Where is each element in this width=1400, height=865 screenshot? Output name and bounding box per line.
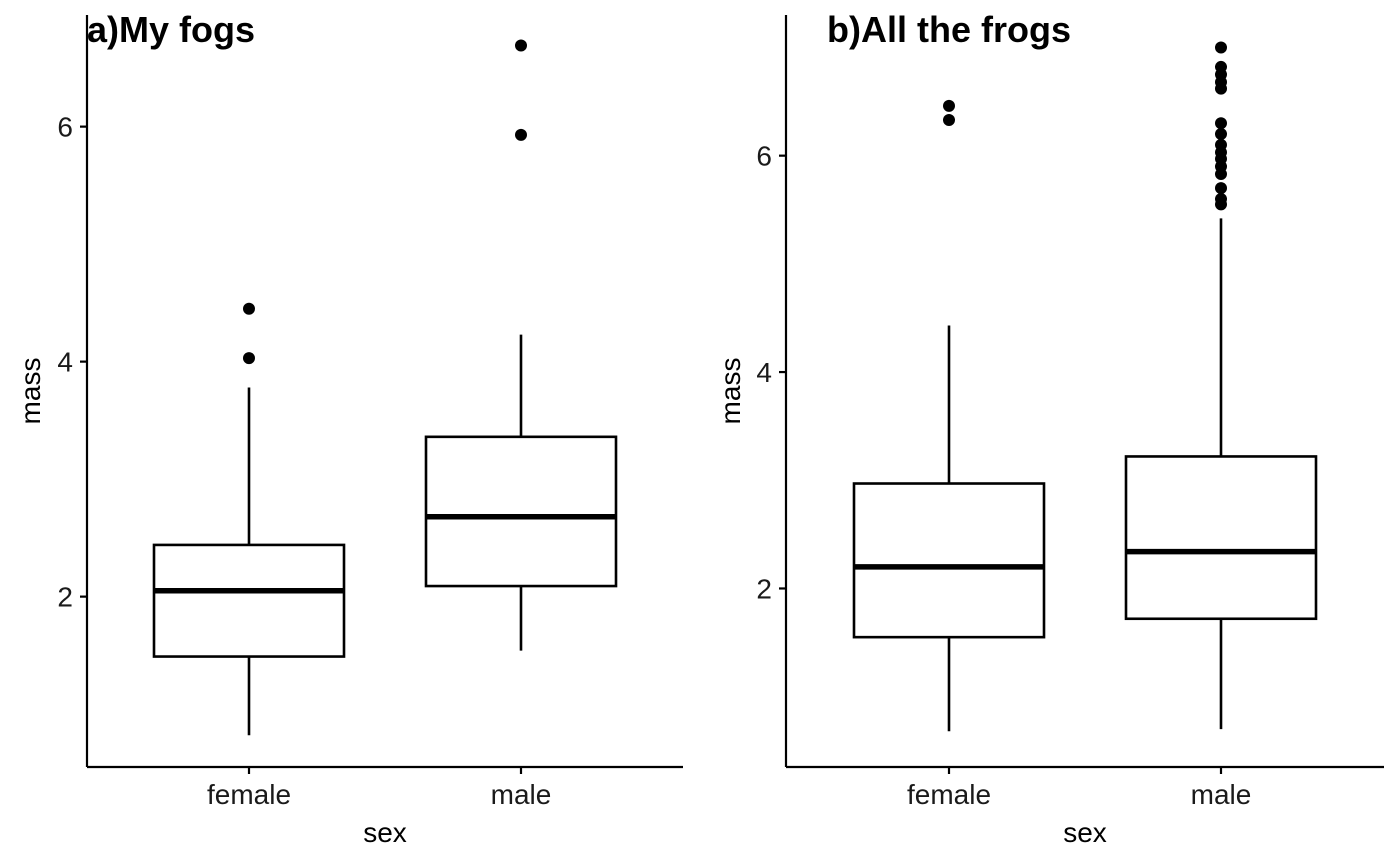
x-tick-label: male [491,779,552,810]
y-tick-label: 4 [57,347,73,378]
outlier-point [943,113,955,126]
panel-a: 2 4 6 female male a)My fogs sex mass [15,9,683,848]
iqr-box [1124,455,1318,621]
outlier-point [515,39,527,52]
y-tick-label: 2 [756,573,772,604]
y-axis-title: mass [715,358,746,425]
outlier-point [1215,138,1227,151]
outlier-point [1215,117,1227,130]
outlier-point [1215,41,1227,54]
panel-title: a)My fogs [87,9,255,50]
outlier-point [1215,60,1227,73]
x-axis-title: sex [1063,817,1107,848]
outlier-point [1215,182,1227,195]
iqr-box [852,482,1046,639]
y-tick-label: 2 [57,582,73,613]
iqr-box [152,543,346,658]
box-female [852,99,1046,732]
outlier-point [1215,128,1227,141]
box-female [152,302,346,736]
outlier-point [1215,192,1227,205]
outlier-point [515,128,527,141]
x-axis-title: sex [363,817,407,848]
iqr-box [424,435,618,588]
panel-title: b)All the frogs [827,9,1071,50]
x-tick-label: female [207,779,291,810]
box-male [1124,41,1318,730]
y-axis-title: mass [15,358,46,425]
panel-b: 2 4 6 female male b)All the frogs sex mass [715,9,1384,848]
outlier-point [243,302,255,315]
outlier-point [943,99,955,112]
x-tick-label: female [907,779,991,810]
x-tick-label: male [1191,779,1252,810]
box-male [424,39,618,651]
y-tick-label: 4 [756,357,772,388]
y-tick-label: 6 [57,112,73,143]
y-tick-label: 6 [756,141,772,172]
outlier-point [243,352,255,365]
